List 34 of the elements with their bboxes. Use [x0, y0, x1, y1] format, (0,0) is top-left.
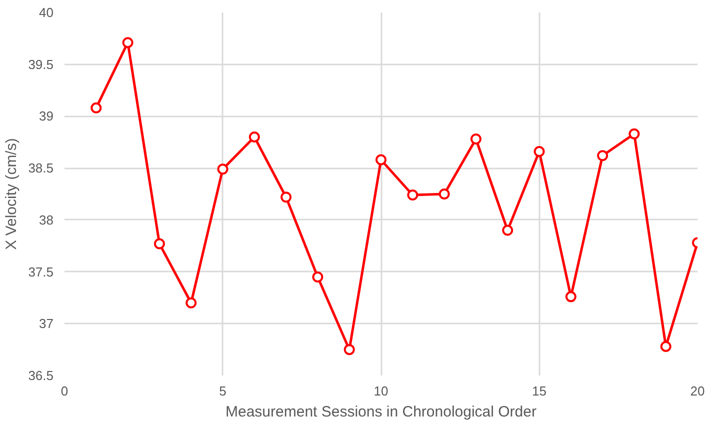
- point: [407, 190, 418, 201]
- point: [470, 134, 482, 145]
- point: [502, 224, 514, 236]
- x-tick-label: 5: [219, 384, 226, 398]
- y-tick-label: 40: [39, 5, 54, 20]
- point: [248, 131, 260, 142]
- point: [217, 164, 228, 175]
- y-tick-label: 37: [39, 316, 54, 332]
- point: [438, 188, 450, 200]
- y-axis-title: X Velocity (cm/s): [3, 138, 20, 250]
- point: [154, 238, 165, 250]
- x-tick-label: 20: [690, 384, 705, 398]
- y-tick-label: 37.5: [28, 264, 54, 280]
- x-tick-label: 0: [60, 384, 68, 398]
- y-tick-label: 38.5: [28, 160, 54, 176]
- x-tick-label: 10: [374, 384, 388, 398]
- point: [565, 291, 576, 302]
- point: [186, 297, 197, 308]
- point: [312, 271, 324, 282]
- point: [376, 154, 386, 166]
- x-tick-label: 15: [532, 384, 546, 398]
- y-tick-label: 38: [39, 212, 54, 228]
- x-axis-title: Measurement Sessions in Chronological Order: [226, 404, 536, 420]
- point: [344, 344, 355, 356]
- point: [597, 150, 608, 162]
- point: [90, 102, 102, 114]
- point: [660, 340, 672, 352]
- point: [534, 146, 545, 157]
- y-tick-label: 39: [39, 108, 54, 124]
- y-tick-label: 36.5: [28, 368, 54, 383]
- point: [628, 128, 640, 140]
- y-tick-label: 39.5: [28, 56, 54, 72]
- point: [122, 37, 134, 48]
- point: [280, 192, 292, 203]
